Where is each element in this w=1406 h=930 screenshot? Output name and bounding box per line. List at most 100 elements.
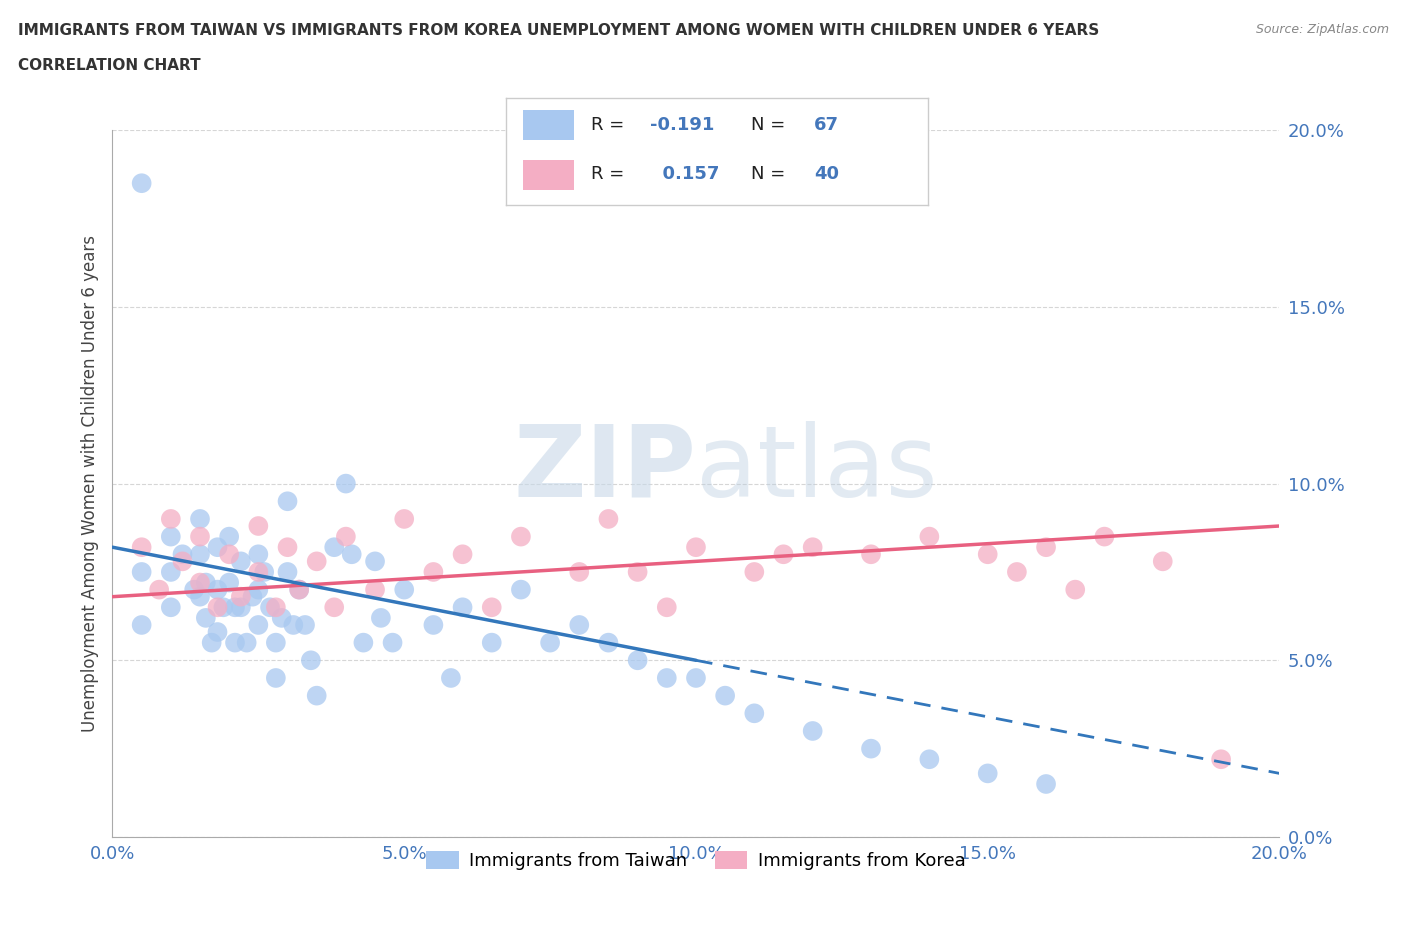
Point xyxy=(394,582,416,597)
Point xyxy=(422,618,444,632)
Point xyxy=(685,671,707,685)
Point xyxy=(131,539,153,554)
Point xyxy=(194,575,217,590)
Point xyxy=(218,529,240,544)
Point xyxy=(976,766,998,781)
Point xyxy=(1035,539,1057,554)
Point xyxy=(509,529,531,544)
Point xyxy=(194,610,217,625)
Point xyxy=(340,547,363,562)
Point xyxy=(481,600,503,615)
Text: ZIP: ZIP xyxy=(513,421,696,518)
Point xyxy=(364,554,387,569)
Point xyxy=(394,512,416,526)
Point xyxy=(364,582,387,597)
Point xyxy=(509,582,531,597)
Point xyxy=(247,547,270,562)
Point xyxy=(264,600,287,615)
Point xyxy=(264,635,287,650)
Point xyxy=(188,590,211,604)
Text: N =: N = xyxy=(751,166,790,183)
Point xyxy=(288,582,311,597)
Bar xyxy=(523,111,574,140)
Point xyxy=(276,494,298,509)
Text: -0.191: -0.191 xyxy=(650,116,714,134)
Point xyxy=(160,529,183,544)
Point xyxy=(801,539,824,554)
Point xyxy=(801,724,824,738)
Point xyxy=(305,688,328,703)
Point xyxy=(335,476,357,491)
Point xyxy=(276,539,298,554)
Point xyxy=(918,751,941,766)
Point xyxy=(381,635,404,650)
Point xyxy=(655,600,678,615)
Point xyxy=(451,547,474,562)
Point xyxy=(481,635,503,650)
Point xyxy=(1064,582,1087,597)
Text: N =: N = xyxy=(751,116,790,134)
Text: R =: R = xyxy=(591,116,630,134)
Point xyxy=(335,529,357,544)
Point xyxy=(242,590,264,604)
Point xyxy=(323,600,346,615)
Point xyxy=(253,565,276,579)
Bar xyxy=(523,160,574,190)
Point xyxy=(685,539,707,554)
Point xyxy=(264,671,287,685)
Point xyxy=(860,547,883,562)
Text: Source: ZipAtlas.com: Source: ZipAtlas.com xyxy=(1256,23,1389,36)
Point xyxy=(218,575,240,590)
Point xyxy=(212,600,235,615)
Point xyxy=(160,600,183,615)
Legend: Immigrants from Taiwan, Immigrants from Korea: Immigrants from Taiwan, Immigrants from … xyxy=(419,844,973,877)
Point xyxy=(247,519,270,534)
Point xyxy=(172,547,194,562)
Point xyxy=(229,590,252,604)
Point xyxy=(207,625,229,640)
Point xyxy=(229,554,252,569)
Point xyxy=(451,600,474,615)
Point xyxy=(247,565,270,579)
Point xyxy=(772,547,794,562)
Point xyxy=(276,565,298,579)
Point xyxy=(188,547,211,562)
Text: CORRELATION CHART: CORRELATION CHART xyxy=(18,58,201,73)
Point xyxy=(131,618,153,632)
Point xyxy=(218,547,240,562)
Point xyxy=(598,512,620,526)
Y-axis label: Unemployment Among Women with Children Under 6 years: Unemployment Among Women with Children U… xyxy=(80,235,98,732)
Point xyxy=(188,529,211,544)
Text: 40: 40 xyxy=(814,166,839,183)
Point xyxy=(370,610,392,625)
Point xyxy=(305,554,328,569)
Point xyxy=(440,671,463,685)
Point xyxy=(259,600,281,615)
Point xyxy=(422,565,444,579)
Point xyxy=(714,688,737,703)
Point xyxy=(918,529,941,544)
Point xyxy=(627,565,650,579)
Text: IMMIGRANTS FROM TAIWAN VS IMMIGRANTS FROM KOREA UNEMPLOYMENT AMONG WOMEN WITH CH: IMMIGRANTS FROM TAIWAN VS IMMIGRANTS FRO… xyxy=(18,23,1099,38)
Point xyxy=(288,582,311,597)
Text: R =: R = xyxy=(591,166,630,183)
Point xyxy=(160,565,183,579)
Text: atlas: atlas xyxy=(696,421,938,518)
Point xyxy=(247,582,270,597)
Text: 0.157: 0.157 xyxy=(650,166,718,183)
Point xyxy=(627,653,650,668)
Point xyxy=(183,582,205,597)
Point xyxy=(598,635,620,650)
Point xyxy=(131,176,153,191)
Point xyxy=(299,653,322,668)
Point xyxy=(860,741,883,756)
Point xyxy=(148,582,170,597)
Point xyxy=(224,635,246,650)
Point xyxy=(352,635,374,650)
Point xyxy=(1035,777,1057,791)
Point xyxy=(1209,751,1232,766)
Point xyxy=(235,635,257,650)
Point xyxy=(188,575,211,590)
Point xyxy=(568,618,591,632)
Point xyxy=(742,565,765,579)
